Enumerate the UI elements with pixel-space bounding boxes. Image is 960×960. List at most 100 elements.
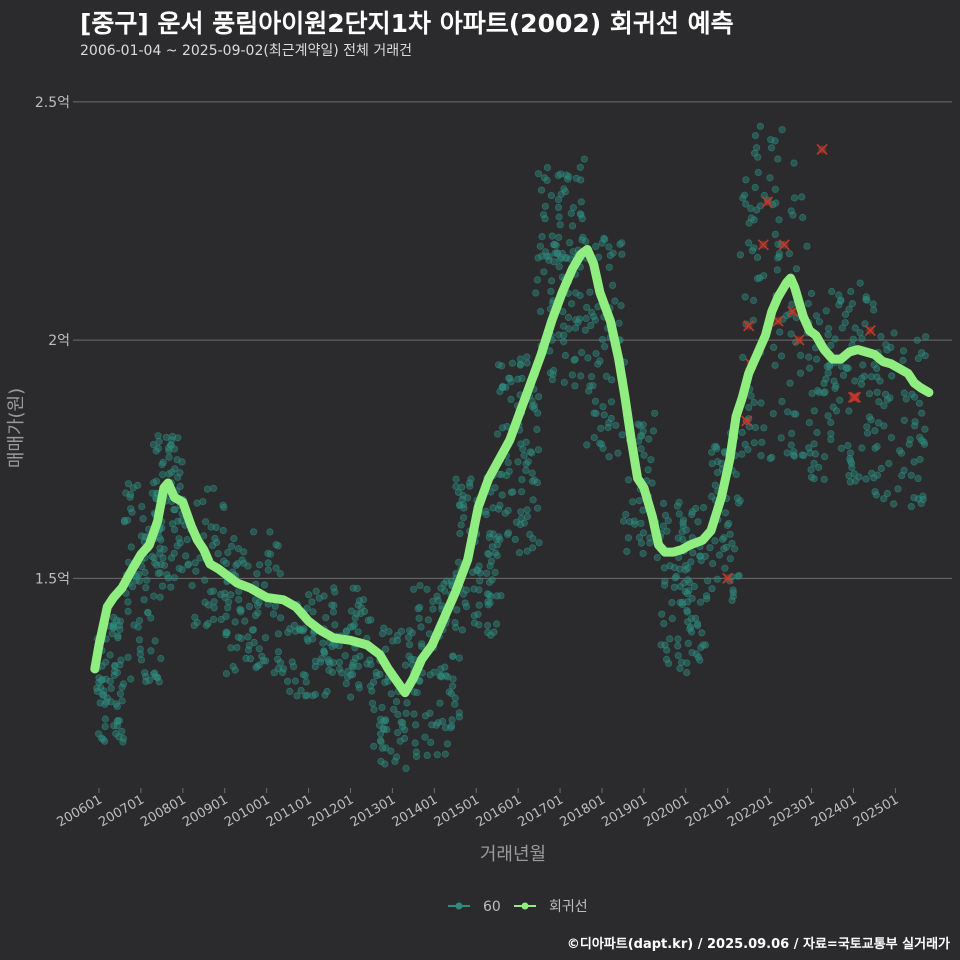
data-point-861: [543, 176, 551, 184]
x-tick-label-2: 200801: [138, 792, 188, 830]
x-tick-label-10: 201601: [474, 792, 524, 830]
data-point-320: [261, 634, 270, 642]
data-point-883: [556, 255, 564, 263]
data-point-75: [143, 576, 151, 584]
data-point-1150: [707, 448, 716, 456]
data-point-1122: [674, 635, 682, 643]
data-point-1213: [790, 194, 799, 202]
data-point-1421: [913, 336, 921, 344]
data-point-846: [534, 170, 543, 178]
data-point-1409: [888, 372, 896, 380]
data-point-741: [504, 506, 512, 515]
data-point-857: [559, 337, 568, 346]
data-point-877: [565, 239, 574, 247]
data-point-424: [359, 596, 368, 604]
data-point-1171: [721, 564, 729, 572]
data-point-1268: [753, 253, 762, 261]
data-point-582: [411, 739, 419, 747]
data-point-86: [137, 656, 145, 664]
data-point-722: [493, 430, 502, 438]
data-point-1311: [805, 444, 813, 452]
data-point-258: [201, 598, 209, 607]
data-point-471: [311, 657, 319, 665]
data-point-622: [440, 580, 448, 588]
data-point-1274: [747, 392, 755, 400]
data-point-1082: [674, 642, 682, 650]
data-point-1187: [758, 438, 766, 446]
data-point-201: [170, 506, 178, 514]
data-point-125: [135, 636, 143, 644]
data-point-1223: [798, 193, 806, 201]
data-point-211: [173, 542, 181, 550]
data-point-63: [102, 658, 110, 666]
data-point-1110: [696, 552, 704, 560]
data-point-1117: [679, 522, 687, 530]
data-point-307: [233, 643, 241, 652]
data-point-1006: [635, 496, 643, 505]
data-point-177: [175, 535, 183, 543]
data-point-1197: [783, 449, 791, 457]
data-point-1326: [847, 287, 855, 296]
data-point-966: [584, 354, 592, 362]
data-point-509: [381, 645, 390, 653]
data-point-1380: [838, 324, 846, 332]
data-point-1330: [835, 291, 843, 299]
data-point-1120: [688, 510, 696, 519]
data-point-116: [122, 489, 130, 497]
data-point-1424: [877, 464, 886, 473]
data-point-1047: [696, 598, 705, 606]
data-point-150: [154, 569, 162, 578]
data-point-666: [497, 592, 505, 600]
data-point-1336: [820, 475, 828, 483]
data-point-342: [225, 598, 233, 606]
data-point-465: [328, 601, 336, 609]
data-point-1323: [857, 380, 866, 388]
data-point-293: [276, 614, 285, 622]
data-point-1416: [915, 399, 924, 407]
data-point-938: [581, 326, 590, 334]
x-tick-label-15: 202101: [683, 792, 733, 830]
data-point-124: [139, 515, 147, 523]
data-point-1140: [722, 543, 731, 551]
chart-subtitle: 2006-01-04 ~ 2025-09-02(최근계약일) 전체 거래건: [80, 43, 412, 59]
data-point-1256: [750, 149, 759, 157]
data-point-15: [118, 697, 126, 705]
data-point-437: [349, 584, 357, 592]
data-point-1290: [796, 351, 805, 359]
data-point-1014: [635, 533, 644, 542]
legend-item-regression[interactable]: 회귀선: [514, 899, 588, 915]
data-point-876: [564, 313, 573, 321]
data-point-660: [488, 576, 496, 584]
data-point-1281: [751, 132, 760, 140]
data-point-1045: [675, 510, 683, 518]
data-point-522: [405, 641, 414, 649]
data-point-1114: [662, 655, 671, 664]
data-point-1331: [806, 449, 814, 457]
data-point-537: [389, 637, 397, 645]
data-point-1073: [659, 499, 668, 507]
data-point-1425: [889, 500, 898, 508]
data-point-393: [291, 677, 299, 685]
data-point-1236: [750, 244, 758, 252]
data-point-134: [147, 647, 155, 655]
data-point-208: [163, 570, 171, 579]
data-point-598: [455, 654, 463, 662]
data-point-319: [227, 591, 235, 599]
data-point-870: [540, 268, 548, 276]
data-point-1282: [803, 242, 811, 250]
data-point-273: [244, 633, 252, 641]
data-point-1456: [900, 416, 908, 424]
data-point-677: [483, 569, 491, 577]
data-point-926: [618, 431, 626, 439]
data-point-1406: [910, 494, 918, 502]
x-tick-label-0: 200601: [54, 792, 104, 830]
data-point-1089: [675, 498, 683, 506]
data-point-372: [346, 623, 355, 631]
legend-item-60[interactable]: 60: [448, 899, 501, 915]
data-point-576: [445, 688, 453, 696]
data-point-1400: [836, 396, 844, 404]
data-point-774: [518, 475, 526, 484]
data-point-197: [159, 458, 167, 466]
data-point-473: [366, 656, 374, 664]
data-point-1176: [708, 585, 716, 593]
